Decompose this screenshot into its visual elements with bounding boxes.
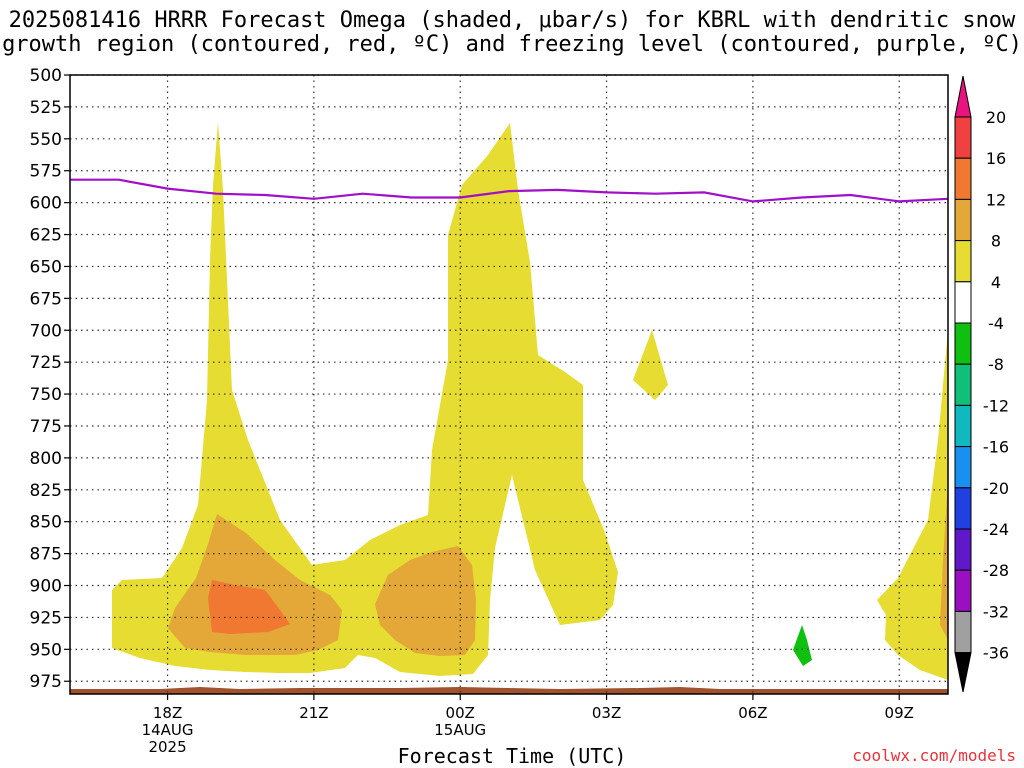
colorbar-top-arrow [954,75,972,118]
colorbar-segment [954,281,972,324]
x-tick-label: 03Z [592,704,621,722]
freezing-level-line [70,178,949,203]
colorbar-level-label: -8 [988,355,1004,374]
x-tick-label: 21Z [299,704,328,722]
colorbar-level-label: -20 [983,479,1009,498]
omega-region-yellow-right [877,330,948,680]
colorbar-bottom-arrow [954,652,972,693]
y-tick-label: 950 [30,640,62,660]
y-tick-label: 575 [30,162,62,182]
colorbar-segment [954,569,972,612]
y-tick-label: 675 [30,289,62,309]
x-axis-label: Forecast Time (UTC) [397,744,627,768]
freezing-level [70,178,949,203]
y-tick-label: 925 [30,608,62,628]
omega-region-tan-middle [375,546,476,656]
colorbar-level-label: 12 [986,190,1006,209]
colorbar-segment [954,116,972,159]
x-tick-sublabel: 14AUG [142,721,194,739]
colorbar-level-label: 16 [986,149,1006,168]
omega-region-green [793,625,812,666]
omega-region-tan-right [940,480,948,640]
colorbar-segment [954,363,972,406]
surface-strip [70,687,948,694]
colorbar-segment [954,610,972,654]
y-tick-label: 900 [30,577,62,597]
y-tick-label: 700 [30,321,62,341]
y-tick-label: 850 [30,513,62,533]
y-tick-label: 825 [30,481,62,501]
x-tick-label: 18Z [153,704,182,722]
colorbar-level-label: -28 [983,561,1009,580]
y-tick-label: 750 [30,385,62,405]
x-tick-label: 00Z [446,704,475,722]
colorbar-level-label: -36 [983,644,1009,663]
credit-text: coolwx.com/models [852,746,1016,765]
colorbar-level-label: -16 [983,438,1009,457]
colorbar-level-label: 4 [991,273,1001,292]
x-tick-label: 09Z [885,704,914,722]
omega-region-yellow-small [633,330,668,400]
y-tick-label: 600 [30,194,62,214]
colorbar-segment [954,322,972,365]
colorbar-segment [954,487,972,530]
y-tick-label: 775 [30,417,62,437]
y-tick-label: 550 [30,130,62,150]
colorbar-level-label: -24 [983,520,1009,539]
plot-frame [69,74,949,695]
y-tick-label: 875 [30,545,62,565]
colorbar-segment [954,446,972,489]
colorbar: 20 16 12 8 4 -4 -8 -12 -16 -20 -24 -28 -32 -36 [954,75,1009,693]
x-tick-label: 06Z [738,704,767,722]
colorbar-segment [954,528,972,571]
chart-title-line-1: 2025081416 HRRR Forecast Omega (shaded, … [8,8,1016,33]
colorbar-level-label: -4 [988,314,1004,333]
colorbar-segment [954,240,972,283]
x-tick-sublabel: 15AUG [434,721,486,739]
y-tick-label: 725 [30,353,62,373]
y-tick-label: 650 [30,257,62,277]
y-tick-label: 525 [30,98,62,118]
y-tick-label: 625 [30,226,62,246]
colorbar-level-label: 8 [991,232,1001,251]
colorbar-segment [954,157,972,200]
colorbar-level-label: -12 [983,396,1009,415]
colorbar-segment [954,404,972,448]
y-axis: 500 525 550 575 600 625 650 675 700 725 750 775 800 8… [30,66,70,692]
y-tick-label: 975 [30,672,62,692]
chart-title-line-2: growth region (contoured, red, ºC) and f… [2,32,1022,57]
y-tick-label: 800 [30,449,62,469]
omega-region-orange [208,580,290,634]
colorbar-segment [954,198,972,242]
x-tick-sublabel: 2025 [148,738,186,756]
colorbar-level-label: -32 [983,602,1009,621]
y-tick-label: 500 [30,66,62,86]
colorbar-level-label: 20 [986,108,1006,127]
omega-shading [70,122,948,694]
